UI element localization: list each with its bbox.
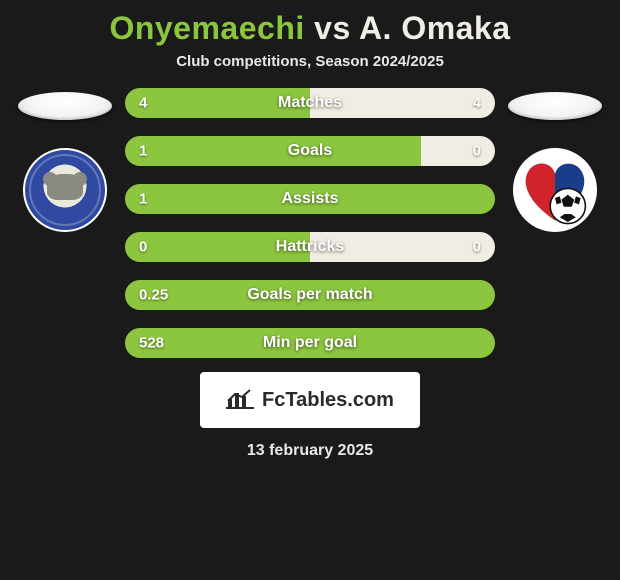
player-right-name: A. Omaka xyxy=(359,10,511,46)
stat-row-left-value: 1 xyxy=(139,191,147,208)
stat-row-left-value: 0.25 xyxy=(139,287,168,304)
stat-row-left-value: 528 xyxy=(139,335,164,352)
stat-row: Goals 1 0 xyxy=(125,136,495,166)
left-club-crest-icon xyxy=(23,148,107,232)
right-player-disk-icon xyxy=(508,92,602,120)
page-title: Onyemaechi vs A. Omaka xyxy=(0,0,620,53)
footer-date: 13 february 2025 xyxy=(247,442,373,460)
subtitle: Club competitions, Season 2024/2025 xyxy=(0,53,620,88)
stat-row-label: Goals xyxy=(288,142,332,160)
footer: FcTables.com 13 february 2025 xyxy=(0,372,620,460)
stat-row-left-value: 4 xyxy=(139,95,147,112)
stat-row-label: Goals per match xyxy=(247,286,372,304)
stat-row: Assists 1 xyxy=(125,184,495,214)
left-badge-column xyxy=(15,88,115,232)
stat-bars: Matches44Goals10Assists1Hattricks00Goals… xyxy=(125,88,495,358)
vs-separator: vs xyxy=(314,10,351,46)
stat-row-left-fill xyxy=(125,136,421,166)
stat-row-right-value: 0 xyxy=(473,239,481,256)
fctables-logo: FcTables.com xyxy=(200,372,420,428)
logo-text: FcTables.com xyxy=(262,389,394,412)
heart-football-icon xyxy=(515,150,595,230)
stat-row-label: Matches xyxy=(278,94,342,112)
stat-row-right-value: 0 xyxy=(473,143,481,160)
right-badge-column xyxy=(505,88,605,232)
stat-row: Goals per match 0.25 xyxy=(125,280,495,310)
stat-row-left-value: 0 xyxy=(139,239,147,256)
stat-row-label: Min per goal xyxy=(263,334,357,352)
left-player-disk-icon xyxy=(18,92,112,120)
stat-row-right-value: 4 xyxy=(473,95,481,112)
player-left-name: Onyemaechi xyxy=(109,10,304,46)
stat-row-label: Hattricks xyxy=(276,238,344,256)
right-club-crest-icon xyxy=(513,148,597,232)
chart-icon xyxy=(226,389,254,411)
stat-row: Matches 4 4 xyxy=(125,88,495,118)
stat-row: Min per goal 528 xyxy=(125,328,495,358)
stat-row: Hattricks 0 0 xyxy=(125,232,495,262)
stat-row-right-fill xyxy=(421,136,495,166)
stat-row-label: Assists xyxy=(282,190,339,208)
stat-row-left-value: 1 xyxy=(139,143,147,160)
comparison-panel: Matches44Goals10Assists1Hattricks00Goals… xyxy=(0,88,620,358)
